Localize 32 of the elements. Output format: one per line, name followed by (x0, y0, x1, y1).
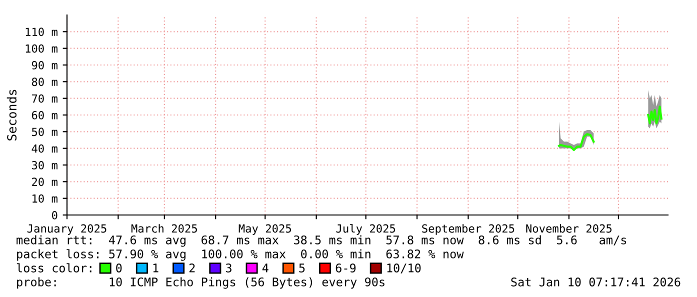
y-tick-label: 40 m (32, 144, 58, 153)
y-tick-label: 30 m (32, 161, 58, 170)
y-tick-label: 0 (52, 211, 58, 220)
x-tick-label: March 2025 (131, 224, 197, 233)
x-tick-label: January 2025 (27, 224, 106, 235)
x-tick-label: November 2025 (526, 224, 612, 233)
legend-label: 2 (189, 264, 195, 272)
text: Sat Jan 10 07:17:41 2026 (511, 278, 680, 286)
y-tick-label: 110 m (26, 28, 58, 36)
legend-title: loss color: (16, 263, 92, 272)
legend-label: 6-9 (336, 264, 356, 272)
legend-label: 3 (226, 264, 232, 272)
y-tick-label: 90 m (32, 61, 58, 70)
text: probe: 10 ICMP Echo Pings (56 Bytes) every 90s (17, 277, 384, 289)
y-tick-label: 70 m (32, 94, 58, 103)
x-tick-label: September 2025 (422, 224, 514, 235)
y-tick-label: 80 m (32, 78, 58, 86)
y-tick-label: 20 m (32, 178, 58, 186)
legend-label: 0 (116, 264, 122, 272)
legend-label: 1 (153, 264, 158, 272)
text: median rtt: 47.6 ms avg 68.7 ms max 38.5 ms min 57.8 ms now 8.6 ms sd 5.6 am/s (16, 235, 626, 247)
x-tick-label: July 2025 (336, 224, 396, 235)
y-tick-label: 50 m (32, 128, 58, 136)
y-tick-label: 100 m (26, 44, 58, 53)
y-tick-label: 10 m (32, 194, 58, 203)
legend-label: 5 (299, 264, 305, 272)
legend-label: 4 (262, 264, 268, 272)
legend-label: 10/10 (387, 264, 421, 274)
y-tick-label: 60 m (32, 111, 58, 120)
y-axis-title: Seconds (6, 90, 17, 140)
text: packet loss: 57.90 % avg 100.00 % max 0.00 % min 63.82 % now (17, 249, 464, 261)
x-tick-label: May 2025 (238, 224, 291, 235)
